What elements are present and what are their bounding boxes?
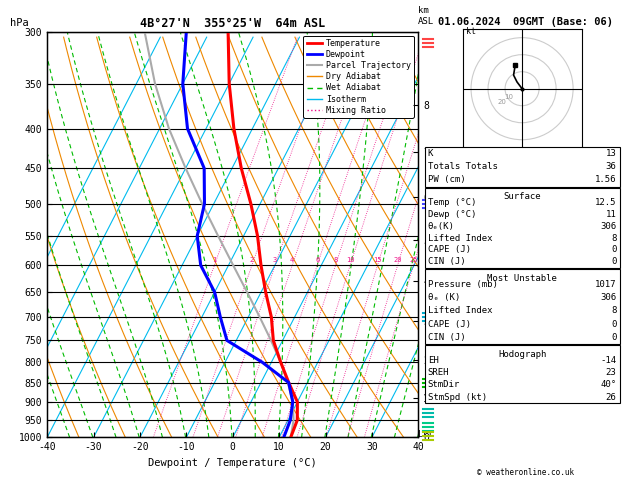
Text: -14: -14 bbox=[600, 355, 616, 364]
Legend: Temperature, Dewpoint, Parcel Trajectory, Dry Adiabat, Wet Adiabat, Isotherm, Mi: Temperature, Dewpoint, Parcel Trajectory… bbox=[303, 36, 414, 118]
Text: Totals Totals: Totals Totals bbox=[428, 162, 498, 171]
Text: 2: 2 bbox=[250, 257, 254, 263]
Text: StmSpd (kt): StmSpd (kt) bbox=[428, 393, 487, 402]
Text: 4: 4 bbox=[290, 257, 294, 263]
Text: 306: 306 bbox=[600, 293, 616, 302]
Text: 6: 6 bbox=[315, 257, 320, 263]
Text: km
ASL: km ASL bbox=[418, 6, 435, 25]
Text: StmDir: StmDir bbox=[428, 380, 460, 389]
Text: 20: 20 bbox=[393, 257, 402, 263]
Text: CAPE (J): CAPE (J) bbox=[428, 245, 470, 255]
Text: 40°: 40° bbox=[600, 380, 616, 389]
Text: 306: 306 bbox=[600, 222, 616, 231]
Text: 36: 36 bbox=[606, 162, 616, 171]
Text: 0: 0 bbox=[611, 320, 616, 329]
Text: 15: 15 bbox=[373, 257, 382, 263]
Text: Dewp (°C): Dewp (°C) bbox=[428, 209, 476, 219]
Text: 23: 23 bbox=[606, 368, 616, 377]
Y-axis label: Mixing Ratio (g/kg): Mixing Ratio (g/kg) bbox=[440, 179, 450, 290]
Text: EH: EH bbox=[428, 355, 438, 364]
Text: Temp (°C): Temp (°C) bbox=[428, 198, 476, 207]
Text: SREH: SREH bbox=[428, 368, 449, 377]
Title: 4B°27'N  355°25'W  64m ASL: 4B°27'N 355°25'W 64m ASL bbox=[140, 17, 325, 31]
Text: kt: kt bbox=[466, 27, 476, 36]
Text: 3: 3 bbox=[273, 257, 277, 263]
Text: CIN (J): CIN (J) bbox=[428, 333, 465, 342]
Text: 1.56: 1.56 bbox=[595, 175, 616, 185]
Text: 0: 0 bbox=[611, 333, 616, 342]
Text: 25: 25 bbox=[409, 257, 418, 263]
Text: 13: 13 bbox=[606, 149, 616, 158]
Text: 8: 8 bbox=[611, 233, 616, 243]
Text: Pressure (mb): Pressure (mb) bbox=[428, 279, 498, 289]
Text: 8: 8 bbox=[333, 257, 338, 263]
Text: PW (cm): PW (cm) bbox=[428, 175, 465, 185]
Text: © weatheronline.co.uk: © weatheronline.co.uk bbox=[477, 468, 574, 477]
Text: 01.06.2024  09GMT (Base: 06): 01.06.2024 09GMT (Base: 06) bbox=[438, 17, 613, 27]
Text: hPa: hPa bbox=[10, 17, 29, 28]
Text: 1017: 1017 bbox=[595, 279, 616, 289]
Text: Most Unstable: Most Unstable bbox=[487, 274, 557, 283]
Text: 11: 11 bbox=[606, 209, 616, 219]
Text: θₑ(K): θₑ(K) bbox=[428, 222, 455, 231]
Text: 10: 10 bbox=[504, 94, 513, 100]
Text: Surface: Surface bbox=[503, 192, 541, 202]
Text: θₑ (K): θₑ (K) bbox=[428, 293, 460, 302]
Text: 0: 0 bbox=[611, 245, 616, 255]
X-axis label: Dewpoint / Temperature (°C): Dewpoint / Temperature (°C) bbox=[148, 458, 317, 468]
Text: CAPE (J): CAPE (J) bbox=[428, 320, 470, 329]
Text: Lifted Index: Lifted Index bbox=[428, 306, 493, 315]
Text: 26: 26 bbox=[606, 393, 616, 402]
Text: 8: 8 bbox=[611, 306, 616, 315]
Text: 12.5: 12.5 bbox=[595, 198, 616, 207]
Text: 1: 1 bbox=[212, 257, 216, 263]
Text: Lifted Index: Lifted Index bbox=[428, 233, 493, 243]
Text: LCL: LCL bbox=[418, 430, 435, 438]
Text: 10: 10 bbox=[346, 257, 354, 263]
Text: Hodograph: Hodograph bbox=[498, 350, 546, 359]
Text: 0: 0 bbox=[611, 257, 616, 266]
Text: CIN (J): CIN (J) bbox=[428, 257, 465, 266]
Text: K: K bbox=[428, 149, 433, 158]
Text: 20: 20 bbox=[497, 99, 506, 105]
